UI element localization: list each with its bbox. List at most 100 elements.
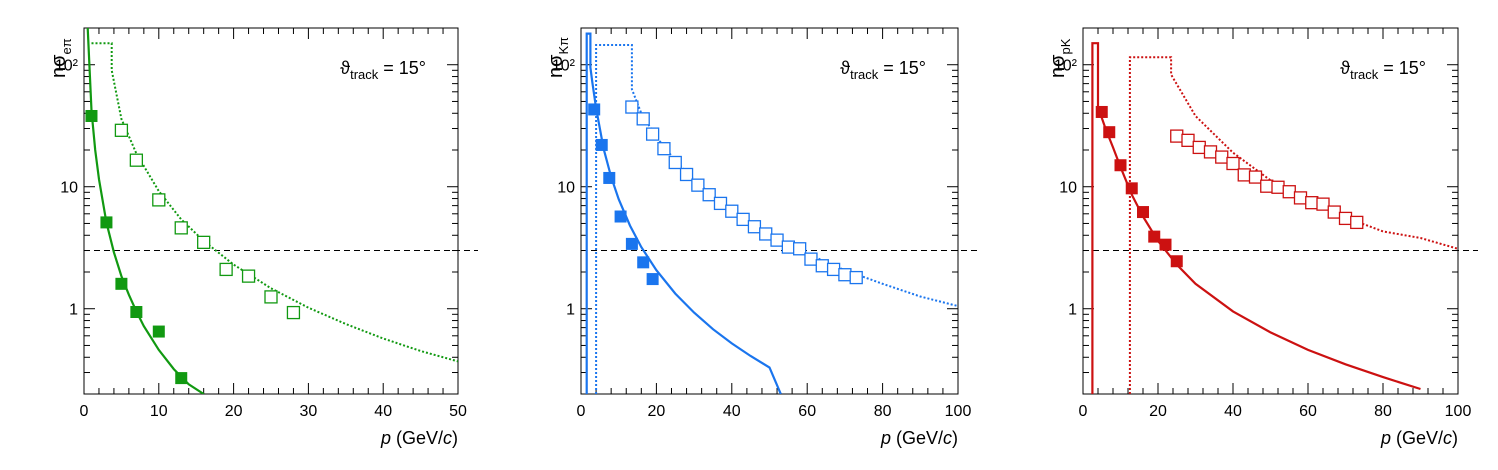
open-square-marker xyxy=(1350,215,1364,230)
y-tick-label: 10 xyxy=(1059,180,1077,197)
annotation-value: = 15° xyxy=(878,58,926,78)
angle-annotation: ϑtrack = 15° xyxy=(340,58,426,82)
x-axis-variable: p xyxy=(380,428,391,448)
y-tick-label: 10² xyxy=(552,58,576,75)
filled-square-marker xyxy=(1114,159,1127,172)
open-square-marker xyxy=(1282,185,1296,199)
x-tick-label: 10 xyxy=(150,403,168,420)
open-square-marker xyxy=(691,178,705,192)
open-square-marker xyxy=(804,252,818,266)
annotation-symbol: ϑ xyxy=(840,58,850,78)
open-square-marker xyxy=(1203,145,1218,159)
x-tick-label: 40 xyxy=(723,403,741,420)
dotted-curve xyxy=(1128,56,1458,394)
annotation-symbol: ϑ xyxy=(340,58,350,78)
open-square-marker xyxy=(781,240,795,254)
open-square-marker xyxy=(1316,197,1330,211)
y-axis-title-subscript: eπ xyxy=(59,38,74,54)
open-square-marker xyxy=(668,155,682,170)
open-square-marker xyxy=(219,262,233,277)
filled-square-marker xyxy=(1095,105,1108,118)
x-tick-label: 100 xyxy=(945,403,972,420)
y-axis-title: nσKπ xyxy=(545,37,571,78)
open-square-marker xyxy=(793,242,807,256)
y-axis-title-main: nσ xyxy=(48,54,70,78)
open-square-marker xyxy=(241,269,256,283)
open-square-marker xyxy=(679,167,694,182)
open-square-marker xyxy=(114,123,129,137)
open-square-marker xyxy=(286,305,301,320)
x-tick-label: 40 xyxy=(1224,403,1242,420)
open-square-marker xyxy=(129,153,144,167)
open-square-marker xyxy=(736,212,750,227)
open-square-marker xyxy=(174,221,188,235)
x-tick-label: 20 xyxy=(648,403,666,420)
x-axis-unit: (GeV/ xyxy=(391,428,443,448)
x-tick-label: 0 xyxy=(577,403,586,420)
x-axis-unit-c: c xyxy=(1443,428,1452,448)
open-square-marker xyxy=(713,196,728,211)
x-tick-label: 20 xyxy=(225,403,243,420)
open-square-marker xyxy=(657,142,671,156)
filled-square-marker xyxy=(1170,255,1183,268)
plot-frame xyxy=(1082,27,1459,395)
open-square-marker xyxy=(1237,168,1251,182)
filled-square-marker xyxy=(1148,230,1161,243)
filled-square-marker xyxy=(175,372,188,385)
open-square-marker xyxy=(815,259,829,273)
annotation-value: = 15° xyxy=(378,58,426,78)
open-square-marker xyxy=(702,188,716,202)
y-axis-title-main: nσ xyxy=(545,54,567,78)
filled-square-marker xyxy=(100,216,113,229)
plot-frame xyxy=(83,27,459,395)
x-axis-unit-c: c xyxy=(943,428,952,448)
x-tick-label: 40 xyxy=(374,403,392,420)
y-tick-label: 10² xyxy=(55,58,79,75)
filled-square-marker xyxy=(115,277,128,290)
open-square-marker xyxy=(747,220,762,234)
angle-annotation: ϑtrack = 15° xyxy=(840,58,926,82)
open-square-marker xyxy=(1305,196,1319,210)
plot-frame xyxy=(580,27,959,395)
open-square-marker xyxy=(1260,179,1274,193)
open-square-marker xyxy=(636,112,650,126)
x-tick-label: 100 xyxy=(1445,403,1472,420)
solid-curve xyxy=(86,28,205,394)
filled-square-marker xyxy=(1159,238,1172,251)
x-tick-label: 30 xyxy=(300,403,318,420)
filled-square-marker xyxy=(625,237,638,250)
filled-square-marker xyxy=(595,138,608,151)
x-tick-label: 80 xyxy=(874,403,892,420)
y-axis-title-subscript: Kπ xyxy=(556,37,571,55)
open-square-marker xyxy=(838,268,852,282)
x-axis-title: p (GeV/c) xyxy=(880,428,958,448)
y-tick-label: 1 xyxy=(69,302,78,319)
y-tick-label: 10 xyxy=(60,180,78,197)
x-tick-label: 20 xyxy=(1149,403,1167,420)
x-axis-unit-c: c xyxy=(443,428,452,448)
x-axis-unit-close: ) xyxy=(1452,428,1458,448)
filled-square-marker xyxy=(130,306,143,319)
x-axis-title: p (GeV/c) xyxy=(1380,428,1458,448)
open-square-marker xyxy=(770,233,784,247)
x-axis-unit-close: ) xyxy=(952,428,958,448)
dotted-curve xyxy=(595,44,958,394)
annotation-subscript: track xyxy=(1350,67,1379,82)
filled-square-marker xyxy=(588,103,601,116)
x-axis-title: p (GeV/c) xyxy=(380,428,458,448)
x-tick-label: 60 xyxy=(798,403,816,420)
x-tick-label: 0 xyxy=(1079,403,1088,420)
filled-square-marker xyxy=(152,325,165,338)
open-square-marker xyxy=(645,127,660,141)
filled-square-marker xyxy=(646,273,659,286)
annotation-subscript: track xyxy=(850,67,879,82)
y-tick-label: 10² xyxy=(1054,58,1078,75)
open-square-marker xyxy=(152,193,166,207)
annotation-symbol: ϑ xyxy=(1340,58,1350,78)
y-axis-title-main: nσ xyxy=(1047,54,1069,78)
solid-curve xyxy=(585,32,782,394)
open-square-marker xyxy=(197,235,211,249)
open-square-marker xyxy=(849,270,863,285)
